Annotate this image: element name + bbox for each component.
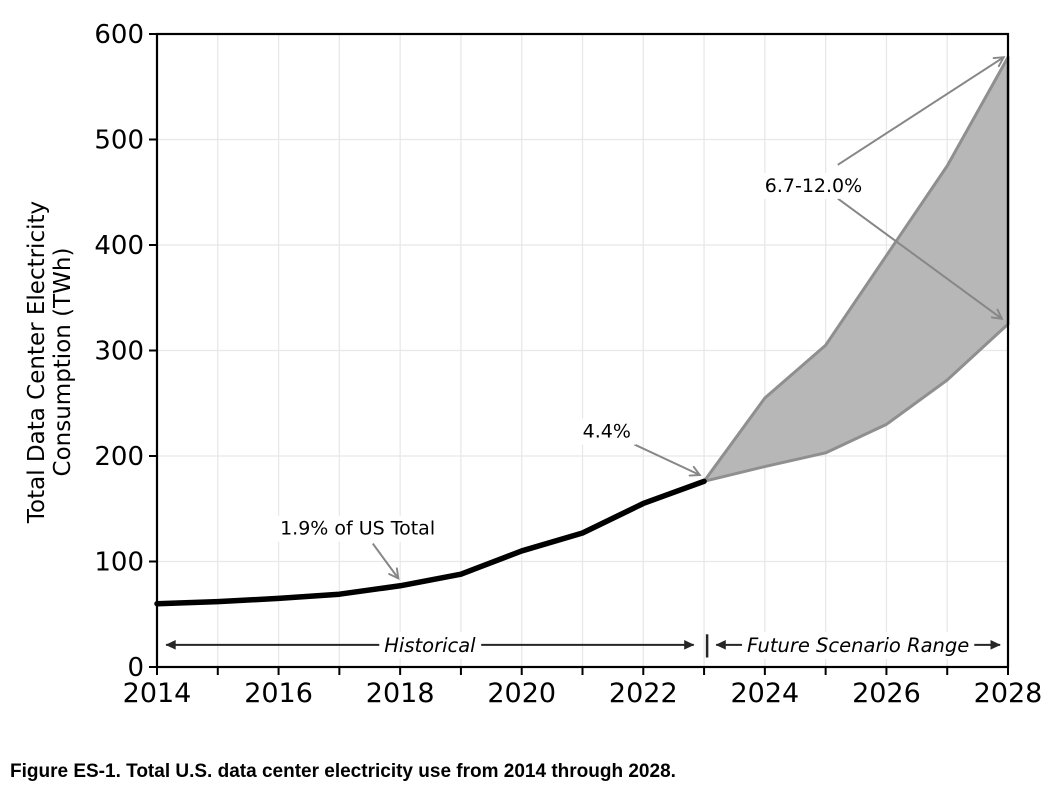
annotation-share-2018-bg [275,515,441,542]
y-tick-label: 400 [94,231,144,261]
future-scenario-band [702,55,1010,483]
y-tick-label: 500 [94,126,144,156]
annotation-arrow-share-2023 [633,443,702,477]
historical-line [154,478,707,607]
y-axis-title: Consumption (TWh) [50,248,76,477]
annotation-arrow-share-2028 [837,56,1006,166]
historical-range-label: Historical [384,634,476,657]
y-tick-label: 300 [94,337,144,367]
y-tick-label: 600 [94,20,144,50]
annotation-share-2023: 4.4% [583,421,631,443]
x-tick-label: 2024 [730,678,799,709]
x-tick-label: 2028 [974,678,1043,709]
y-tick-label: 200 [94,442,144,472]
annotation-share-2023-bg [577,418,636,445]
y-tick-label: 0 [127,653,144,683]
chart-canvas: 2014 2016 2018 2020 2022 2024 2026 2028 0 100 200 3… [24,20,1043,709]
y-tick-label: 100 [94,548,144,578]
historical-range-label-bg [379,631,482,659]
x-tick-label: 2018 [366,678,435,709]
annotation-share-2028-bg [759,172,868,199]
x-tick-label: 2016 [244,678,313,709]
future-range-label-bg [742,631,975,659]
x-tick-label: 2014 [123,678,192,709]
x-tick-label: 2026 [852,678,921,709]
annotation-share-2018: 1.9% of US Total [280,518,435,540]
x-tick-label: 2022 [609,678,678,709]
annotation-share-2028: 6.7-12.0% [765,175,862,197]
y-axis-title: Total Data Center Electricity [24,201,50,524]
annotation-arrow-share-2028 [837,197,1004,321]
annotation-arrow-share-2018 [371,542,400,581]
figure-caption: Figure ES-1. Total U.S. data center elec… [10,761,676,782]
future-range-label: Future Scenario Range [747,634,969,657]
x-tick-label: 2020 [487,678,556,709]
